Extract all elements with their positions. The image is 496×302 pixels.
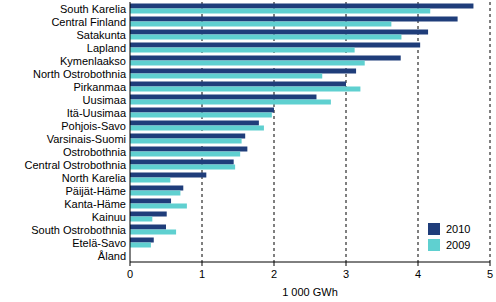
bar — [130, 225, 166, 230]
category-label: Etelä-Savo — [72, 237, 126, 249]
category-label: Central Finland — [51, 16, 126, 28]
category-label: Päijät-Häme — [65, 185, 126, 197]
category-label: Kymenlaakso — [60, 55, 126, 67]
grid-line — [346, 2, 347, 262]
bar — [130, 113, 272, 118]
tick-label: 1 — [199, 268, 205, 280]
grid-line — [202, 2, 203, 262]
bar — [130, 17, 458, 22]
category-label: North Karelia — [62, 172, 127, 184]
bar — [130, 199, 171, 204]
bar — [130, 56, 401, 61]
bar — [130, 95, 316, 100]
tick-mark — [490, 262, 491, 266]
category-label: South Karelia — [60, 3, 127, 15]
bar — [130, 9, 430, 14]
bar — [130, 108, 274, 113]
grid-line — [418, 2, 419, 262]
bar — [130, 126, 264, 131]
tick-label: 2 — [271, 268, 277, 280]
category-label: Lapland — [87, 42, 126, 54]
tick-label: 3 — [343, 268, 349, 280]
bar — [130, 212, 167, 217]
legend-label: 2010 — [446, 223, 470, 235]
category-label: South Ostrobothnia — [31, 224, 127, 236]
category-label: Central Ostrobothnia — [25, 159, 127, 171]
category-label: Itä-Uusimaa — [67, 107, 127, 119]
legend-swatch — [428, 239, 440, 251]
category-label: Satakunta — [76, 29, 126, 41]
bar — [130, 4, 473, 9]
bars — [130, 4, 473, 248]
tick-mark — [130, 262, 131, 266]
grid-line — [490, 2, 491, 262]
bar — [130, 82, 346, 87]
bar — [130, 152, 240, 157]
bar — [130, 147, 247, 152]
bar — [130, 74, 322, 79]
legend: 2010 2009 — [422, 218, 486, 256]
bar — [130, 186, 183, 191]
category-label: Pirkanmaa — [73, 81, 126, 93]
axis-line — [130, 2, 131, 262]
bar — [130, 178, 170, 183]
legend-swatch — [428, 223, 440, 235]
bar — [130, 87, 360, 92]
bar — [130, 160, 234, 165]
axis-label: 1 000 GWh — [282, 286, 338, 298]
tick-mark — [274, 262, 275, 266]
tick-mark — [202, 262, 203, 266]
bar — [130, 173, 206, 178]
bar — [130, 61, 365, 66]
bar — [130, 22, 391, 27]
bar — [130, 43, 420, 48]
category-label: North Ostrobothnia — [33, 68, 127, 80]
bar — [130, 121, 259, 126]
bar — [130, 30, 428, 35]
legend-label: 2009 — [446, 239, 470, 251]
tick-mark — [346, 262, 347, 266]
bar — [130, 217, 152, 222]
bar — [130, 35, 401, 40]
bar — [130, 165, 235, 170]
bar — [130, 191, 180, 196]
bar — [130, 238, 154, 243]
tick-label: 4 — [415, 268, 421, 280]
category-label: Åland — [98, 250, 126, 262]
legend-box — [422, 218, 486, 256]
category-label: Pohjois-Savo — [61, 120, 126, 132]
category-label: Kanta-Häme — [64, 198, 126, 210]
bar — [130, 139, 242, 144]
bar — [130, 100, 331, 105]
bar — [130, 230, 176, 235]
bar — [130, 69, 356, 74]
tick-mark — [418, 262, 419, 266]
tick-label: 0 — [127, 268, 133, 280]
axis-line — [130, 262, 490, 263]
grid-line — [274, 2, 275, 262]
tick-label: 5 — [487, 268, 493, 280]
bar — [130, 243, 151, 248]
chart: 0 1 2 3 4 5 South KareliaCentral FinlandSataku… — [0, 0, 496, 302]
bar — [130, 134, 245, 139]
category-label: Varsinais-Suomi — [47, 133, 126, 145]
category-label: Ostrobothnia — [63, 146, 127, 158]
category-label: Uusimaa — [83, 94, 127, 106]
category-label: Kainuu — [92, 211, 126, 223]
bar — [130, 204, 187, 209]
bar — [130, 48, 355, 53]
